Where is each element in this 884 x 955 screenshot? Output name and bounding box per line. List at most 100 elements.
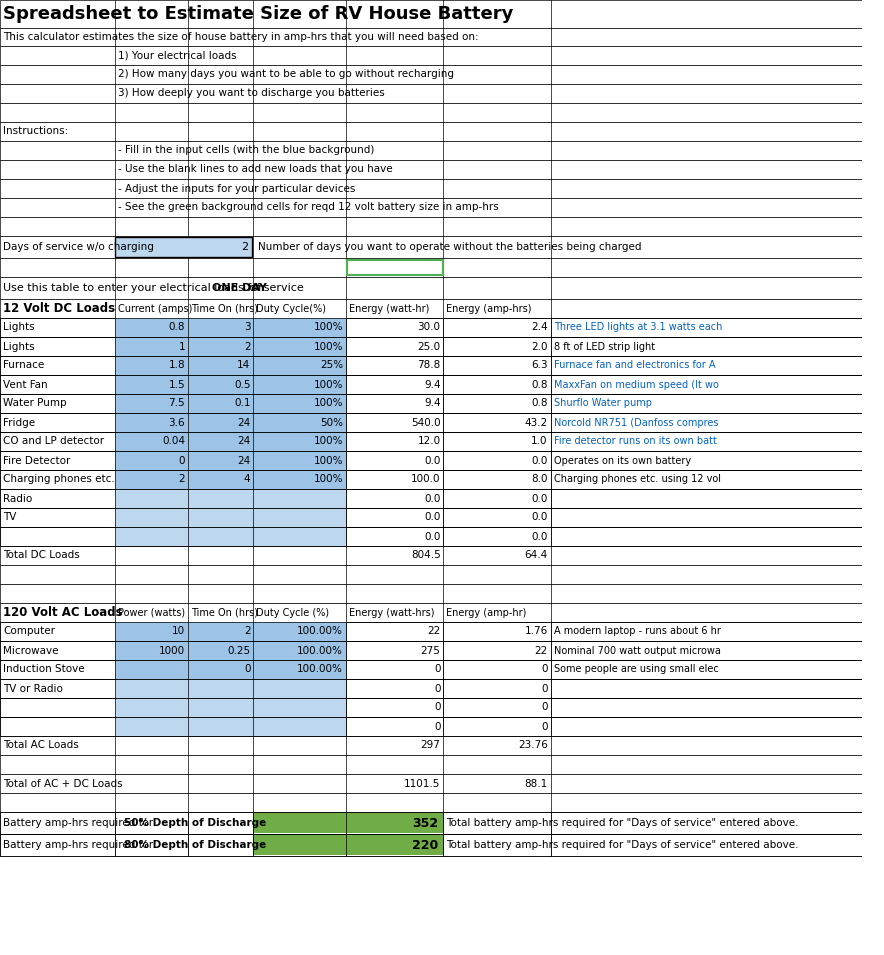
Text: Energy (watt-hr): Energy (watt-hr) bbox=[349, 304, 430, 313]
Bar bbox=[188, 337, 254, 356]
Text: 1.0: 1.0 bbox=[531, 436, 548, 447]
Text: 0: 0 bbox=[434, 684, 440, 693]
Bar bbox=[0, 679, 862, 698]
Text: Some people are using small elec: Some people are using small elec bbox=[553, 665, 719, 674]
Text: 1.8: 1.8 bbox=[169, 360, 185, 371]
Text: Battery amp-hrs required for: Battery amp-hrs required for bbox=[3, 840, 156, 850]
Bar bbox=[115, 641, 188, 660]
Bar bbox=[0, 451, 862, 470]
Text: Lights: Lights bbox=[3, 323, 34, 332]
Text: 2: 2 bbox=[244, 342, 250, 351]
Text: 0.0: 0.0 bbox=[531, 456, 548, 465]
Text: 0: 0 bbox=[541, 703, 548, 712]
Bar bbox=[0, 337, 862, 356]
Text: Fire Detector: Fire Detector bbox=[3, 456, 71, 465]
Text: This calculator estimates the size of house battery in amp-hrs that you will nee: This calculator estimates the size of ho… bbox=[3, 32, 478, 42]
Bar bbox=[0, 622, 862, 641]
Text: Number of days you want to operate without the batteries being charged: Number of days you want to operate witho… bbox=[258, 242, 642, 252]
Text: 50%: 50% bbox=[320, 417, 343, 428]
Text: 1101.5: 1101.5 bbox=[404, 778, 440, 789]
Text: Norcold NR751 (Danfoss compres: Norcold NR751 (Danfoss compres bbox=[553, 417, 718, 428]
Bar bbox=[188, 394, 254, 413]
Text: Nominal 700 watt output microwa: Nominal 700 watt output microwa bbox=[553, 646, 720, 655]
Bar bbox=[0, 0, 862, 28]
Text: 0.0: 0.0 bbox=[424, 494, 440, 503]
Bar bbox=[254, 318, 346, 337]
Text: 9.4: 9.4 bbox=[424, 379, 440, 390]
Text: Vent Fan: Vent Fan bbox=[3, 379, 48, 390]
Text: Time On (hrs): Time On (hrs) bbox=[191, 607, 258, 618]
Bar bbox=[115, 508, 188, 527]
Text: 100.00%: 100.00% bbox=[297, 665, 343, 674]
Bar bbox=[0, 622, 862, 641]
Bar bbox=[188, 641, 254, 660]
Bar bbox=[0, 318, 862, 337]
Bar bbox=[255, 835, 443, 855]
Text: 297: 297 bbox=[421, 740, 440, 751]
Bar bbox=[115, 432, 188, 451]
Bar bbox=[254, 432, 346, 451]
Bar bbox=[254, 356, 346, 375]
Bar bbox=[0, 258, 862, 277]
Bar bbox=[254, 337, 346, 356]
Text: 352: 352 bbox=[413, 817, 438, 830]
Text: 12 Volt DC Loads: 12 Volt DC Loads bbox=[3, 302, 115, 315]
Bar bbox=[188, 489, 254, 508]
Bar bbox=[254, 679, 346, 698]
Text: TV or Radio: TV or Radio bbox=[3, 684, 63, 693]
Text: 30.0: 30.0 bbox=[417, 323, 440, 332]
Text: 22: 22 bbox=[427, 626, 440, 636]
Bar bbox=[0, 432, 862, 451]
Text: 25%: 25% bbox=[320, 360, 343, 371]
Text: Fridge: Fridge bbox=[3, 417, 35, 428]
Bar bbox=[254, 451, 346, 470]
Bar bbox=[0, 277, 862, 299]
Text: MaxxFan on medium speed (It wo: MaxxFan on medium speed (It wo bbox=[553, 379, 719, 390]
Text: 100.00%: 100.00% bbox=[297, 646, 343, 655]
Text: 25.0: 25.0 bbox=[417, 342, 440, 351]
Text: 2.0: 2.0 bbox=[531, 342, 548, 351]
Text: 100%: 100% bbox=[314, 323, 343, 332]
Bar bbox=[0, 812, 862, 834]
Text: 1: 1 bbox=[179, 342, 185, 351]
Text: Total AC Loads: Total AC Loads bbox=[3, 740, 79, 751]
Bar bbox=[0, 717, 862, 736]
Text: 275: 275 bbox=[421, 646, 440, 655]
Bar bbox=[188, 622, 254, 641]
Bar bbox=[0, 141, 862, 160]
Text: 540.0: 540.0 bbox=[411, 417, 440, 428]
Text: ONE DAY: ONE DAY bbox=[211, 283, 266, 293]
Text: 4: 4 bbox=[244, 475, 250, 484]
Bar bbox=[115, 413, 188, 432]
Text: 3: 3 bbox=[244, 323, 250, 332]
Text: Use this table to enter your electrical loads for: Use this table to enter your electrical … bbox=[3, 283, 266, 293]
Text: Energy (watt-hrs): Energy (watt-hrs) bbox=[349, 607, 434, 618]
Text: 1.5: 1.5 bbox=[169, 379, 185, 390]
Bar bbox=[347, 260, 443, 275]
Text: Spreadsheet to Estimate Size of RV House Battery: Spreadsheet to Estimate Size of RV House… bbox=[3, 5, 514, 23]
Bar bbox=[0, 375, 862, 394]
Bar bbox=[115, 717, 188, 736]
Bar bbox=[0, 122, 862, 141]
Text: 64.4: 64.4 bbox=[524, 550, 548, 561]
Text: Battery amp-hrs required for: Battery amp-hrs required for bbox=[3, 818, 156, 828]
Bar bbox=[0, 413, 862, 432]
Bar bbox=[254, 470, 346, 489]
Bar bbox=[188, 470, 254, 489]
Text: 50% Depth of Discharge: 50% Depth of Discharge bbox=[124, 818, 266, 828]
Bar bbox=[0, 603, 862, 622]
Text: 100%: 100% bbox=[314, 436, 343, 447]
Bar bbox=[188, 375, 254, 394]
Bar bbox=[254, 622, 346, 641]
Text: Charging phones etc. using 12 vol: Charging phones etc. using 12 vol bbox=[553, 475, 720, 484]
Bar bbox=[0, 489, 862, 508]
Bar bbox=[188, 432, 254, 451]
Bar bbox=[188, 508, 254, 527]
Bar bbox=[0, 299, 862, 318]
Text: Energy (amp-hrs): Energy (amp-hrs) bbox=[446, 304, 532, 313]
Text: 3.6: 3.6 bbox=[169, 417, 185, 428]
Bar bbox=[0, 565, 862, 584]
Text: 100.00%: 100.00% bbox=[297, 626, 343, 636]
Text: Shurflo Water pump: Shurflo Water pump bbox=[553, 398, 652, 409]
Text: Total DC Loads: Total DC Loads bbox=[3, 550, 80, 561]
